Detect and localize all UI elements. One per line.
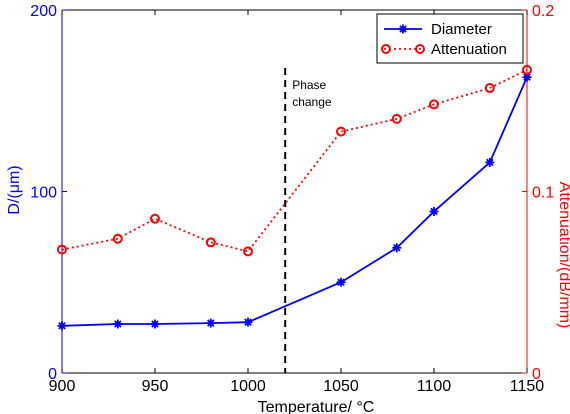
legend-label: Diameter xyxy=(431,21,492,38)
attenuation-point xyxy=(243,246,253,257)
left-tick-label: 0 xyxy=(48,366,57,383)
series-diameter xyxy=(57,72,532,331)
left-axis-label: D/(μm) xyxy=(6,165,23,214)
legend-marker xyxy=(398,24,408,34)
x-axis-label: Temperature/ °C xyxy=(258,399,375,414)
series-attenuation xyxy=(57,64,532,257)
attenuation-point xyxy=(429,99,439,110)
attenuation-point xyxy=(205,237,216,248)
x-axis-ticks: 900 950 1000 1050 1100 1150 xyxy=(49,10,545,395)
attenuation-point xyxy=(57,244,67,255)
diameter-line xyxy=(61,76,528,327)
diameter-point xyxy=(485,157,495,167)
series-layer xyxy=(57,64,532,331)
legend-label: Attenuation xyxy=(431,41,507,58)
x-tick-label: 950 xyxy=(142,378,169,395)
right-axis-ticks: 0 0.1 0.2 xyxy=(522,3,554,383)
attenuation-point xyxy=(150,213,160,224)
diameter-point xyxy=(113,319,123,329)
diameter-point xyxy=(336,277,346,287)
diameter-point xyxy=(398,24,408,34)
diameter-point xyxy=(522,72,532,82)
left-axis-ticks: 0 100 200 xyxy=(30,3,67,383)
diameter-point xyxy=(392,243,402,253)
phase-change-text: Phase xyxy=(292,78,326,92)
x-tick-label: 900 xyxy=(49,378,76,395)
right-tick-label: 0.1 xyxy=(532,185,554,202)
left-tick-label: 100 xyxy=(30,185,57,202)
right-tick-label: 0 xyxy=(532,366,541,383)
diameter-point xyxy=(243,317,253,327)
attenuation-point xyxy=(381,44,391,54)
left-tick-label: 200 xyxy=(30,3,57,20)
x-tick-label: 1000 xyxy=(230,378,266,395)
legend-marker xyxy=(381,44,425,54)
diameter-point xyxy=(57,321,67,331)
attenuation-point xyxy=(112,233,123,244)
diameter-point xyxy=(150,319,160,329)
attenuation-point xyxy=(336,126,346,137)
diameter-point xyxy=(429,206,439,216)
right-tick-label: 0.2 xyxy=(532,3,554,20)
attenuation-point xyxy=(484,83,495,94)
diameter-point xyxy=(206,318,216,328)
attenuation-point xyxy=(522,64,532,75)
phase-change-annotation: Phase change xyxy=(284,68,332,373)
attenuation-point xyxy=(415,44,425,54)
x-tick-label: 1050 xyxy=(323,378,359,395)
right-axis-label: Attenuation/(dB/mm) xyxy=(556,182,570,329)
x-tick-label: 1100 xyxy=(417,378,452,395)
x-tick-label: 1150 xyxy=(510,378,545,395)
legend: Diameter Attenuation xyxy=(376,13,524,64)
phase-change-text: change xyxy=(292,95,332,109)
attenuation-line xyxy=(61,69,528,253)
attenuation-point xyxy=(391,113,402,124)
legend-box xyxy=(376,13,524,64)
